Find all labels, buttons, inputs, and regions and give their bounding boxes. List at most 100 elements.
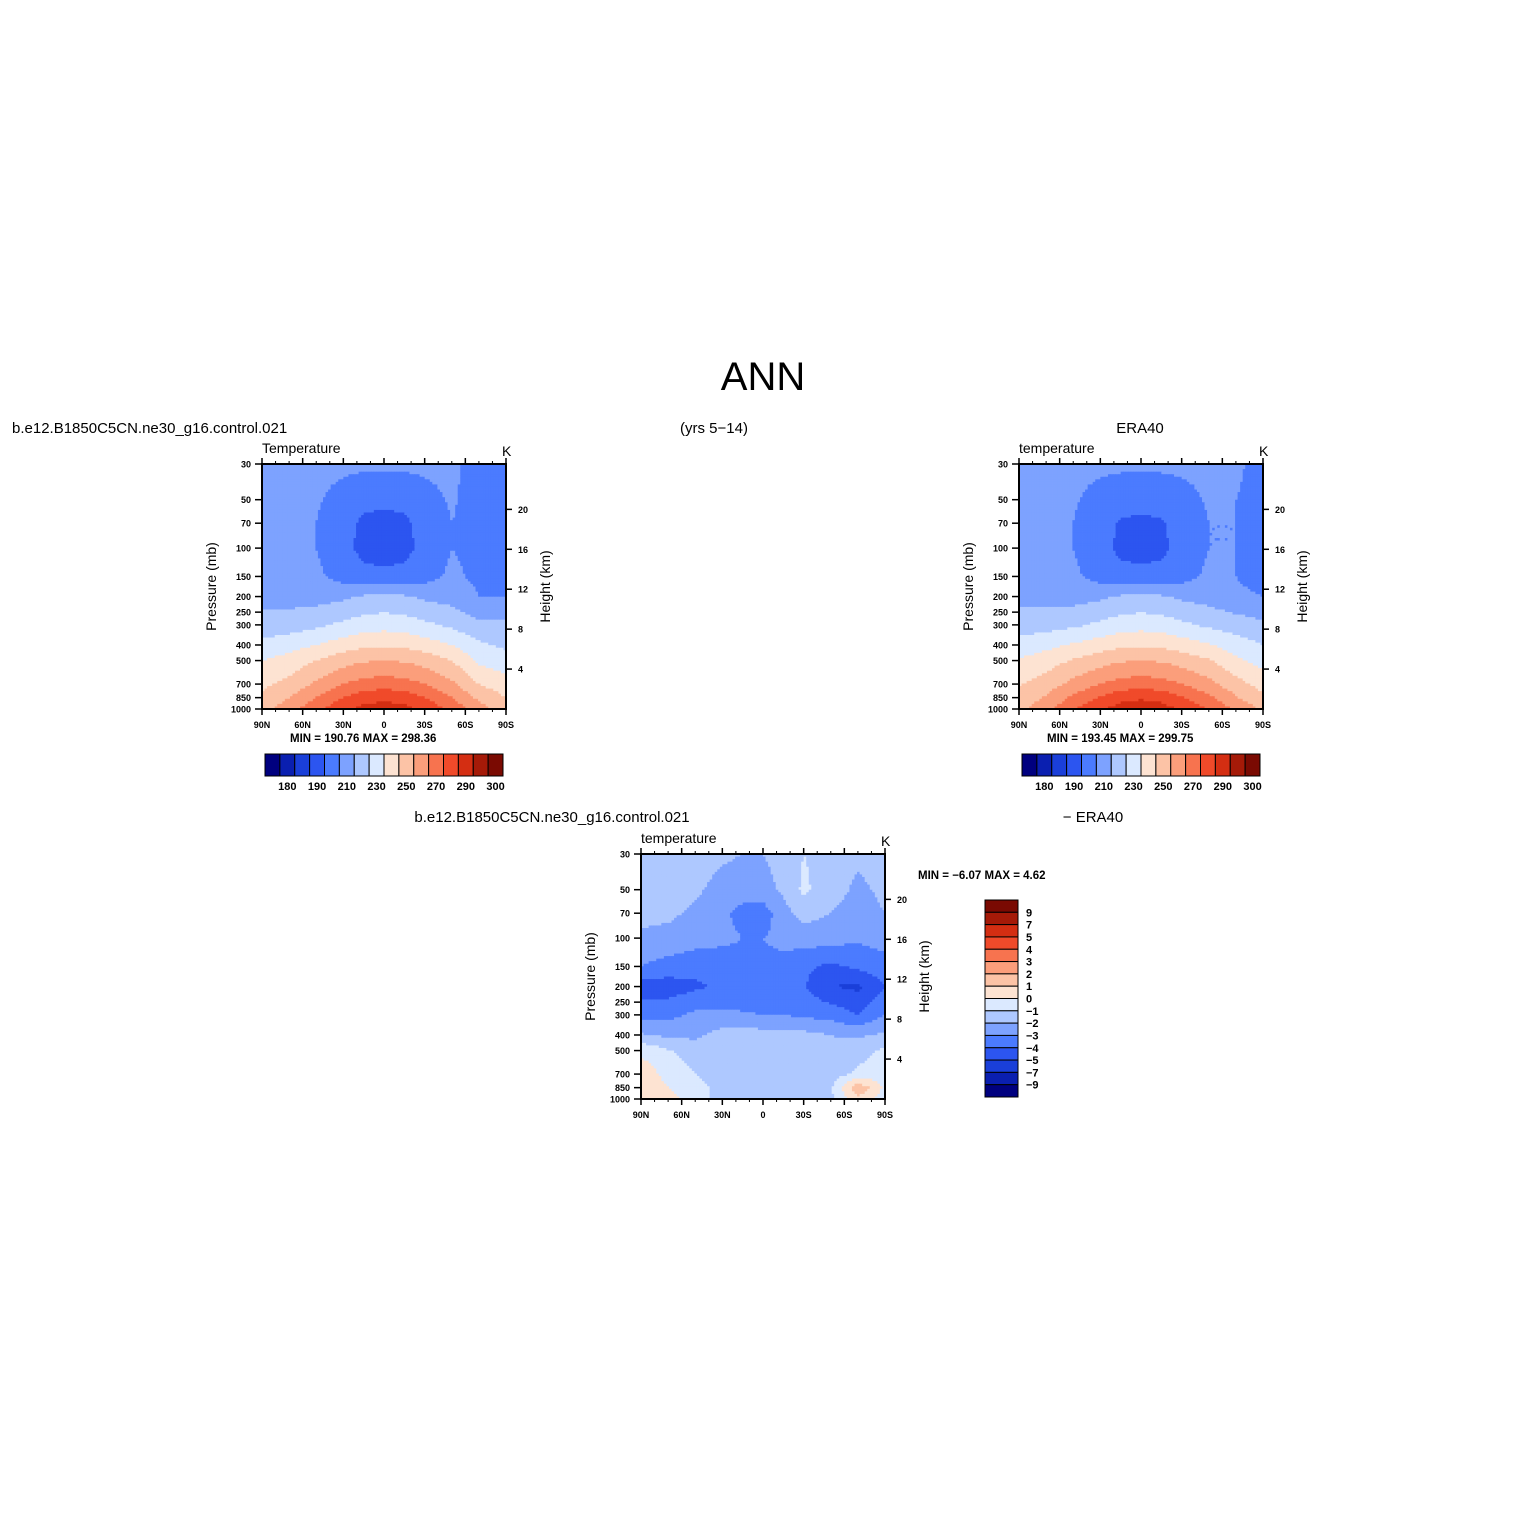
contour-cell <box>285 484 288 487</box>
contour-cell <box>498 576 501 579</box>
contour-cell <box>295 594 298 597</box>
contour-cell <box>478 497 481 500</box>
contour-cell <box>455 592 458 595</box>
contour-cell <box>267 579 270 582</box>
contour-cell <box>315 587 318 590</box>
contour-cell <box>412 518 415 521</box>
contour-cell <box>303 546 306 549</box>
contour-cell <box>473 579 476 582</box>
contour-cell <box>356 518 359 521</box>
contour-cell <box>392 474 395 477</box>
contour-cell <box>267 528 270 531</box>
contour-cell <box>437 479 440 482</box>
contour-cell <box>359 535 362 538</box>
contour-cell <box>481 487 484 490</box>
contour-cell <box>376 495 379 498</box>
contour-cell <box>498 541 501 544</box>
contour-cell <box>351 484 354 487</box>
contour-cell <box>425 566 428 569</box>
contour-cell <box>351 571 354 574</box>
contour-cell <box>430 492 433 495</box>
contour-cell <box>435 556 438 559</box>
contour-cell <box>481 594 484 597</box>
contour-cell <box>293 495 296 498</box>
contour-cell <box>481 587 484 590</box>
contour-cell <box>287 477 290 480</box>
contour-cell <box>427 492 430 495</box>
contour-cell <box>394 553 397 556</box>
contour-cell <box>300 469 303 472</box>
contour-cell <box>320 587 323 590</box>
contour-cell <box>351 551 354 554</box>
contour-cell <box>369 523 372 526</box>
contour-cell <box>308 520 311 523</box>
contour-cell <box>313 574 316 577</box>
contour-cell <box>354 587 357 590</box>
contour-cell <box>437 587 440 590</box>
contour-cell <box>491 571 494 574</box>
contour-cell <box>491 584 494 587</box>
contour-cell <box>308 551 311 554</box>
contour-cell <box>486 510 489 513</box>
contour-cell <box>298 541 301 544</box>
contour-cell <box>478 469 481 472</box>
contour-cell <box>359 551 362 554</box>
contour-cell <box>272 482 275 485</box>
contour-cell <box>333 548 336 551</box>
contour-cell <box>282 574 285 577</box>
contour-cell <box>343 477 346 480</box>
contour-cell <box>361 510 364 513</box>
contour-cell <box>501 515 504 518</box>
contour-cell <box>394 469 397 472</box>
contour-cell <box>481 535 484 538</box>
contour-cell <box>376 594 379 597</box>
contour-cell <box>333 467 336 470</box>
contour-cell <box>310 492 313 495</box>
contour-cell <box>343 490 346 493</box>
contour-cell <box>448 561 451 564</box>
contour-cell <box>331 507 334 510</box>
contour-cell <box>493 518 496 521</box>
contour-cell <box>328 505 331 508</box>
contour-cell <box>468 487 471 490</box>
contour-cell <box>468 581 471 584</box>
contour-cell <box>323 479 326 482</box>
contour-cell <box>293 518 296 521</box>
contour-cell <box>354 487 357 490</box>
contour-cell <box>501 571 504 574</box>
contour-cell <box>293 505 296 508</box>
contour-cell <box>430 556 433 559</box>
contour-cell <box>387 495 390 498</box>
contour-cell <box>354 530 357 533</box>
contour-cell <box>417 528 420 531</box>
contour-cell <box>308 518 311 521</box>
contour-cell <box>300 528 303 531</box>
contour-cell <box>437 579 440 582</box>
contour-cell <box>381 482 384 485</box>
contour-cell <box>397 592 400 595</box>
contour-cell <box>468 546 471 549</box>
contour-cell <box>374 538 377 541</box>
contour-cell <box>290 551 293 554</box>
contour-cell <box>364 482 367 485</box>
contour-cell <box>445 479 448 482</box>
contour-cell <box>333 579 336 582</box>
contour-cell <box>435 477 438 480</box>
contour-cell <box>435 490 438 493</box>
contour-cell <box>323 528 326 531</box>
contour-cell <box>458 541 461 544</box>
contour-cell <box>389 543 392 546</box>
contour-cell <box>496 502 499 505</box>
contour-cell <box>453 497 456 500</box>
contour-cell <box>343 571 346 574</box>
contour-cell <box>417 510 420 513</box>
contour-cell <box>402 548 405 551</box>
contour-cell <box>359 553 362 556</box>
contour-cell <box>458 594 461 597</box>
contour-cell <box>432 594 435 597</box>
contour-cell <box>359 515 362 518</box>
contour-cell <box>331 467 334 470</box>
contour-cell <box>437 551 440 554</box>
contour-cell <box>326 477 329 480</box>
contour-cell <box>361 564 364 567</box>
